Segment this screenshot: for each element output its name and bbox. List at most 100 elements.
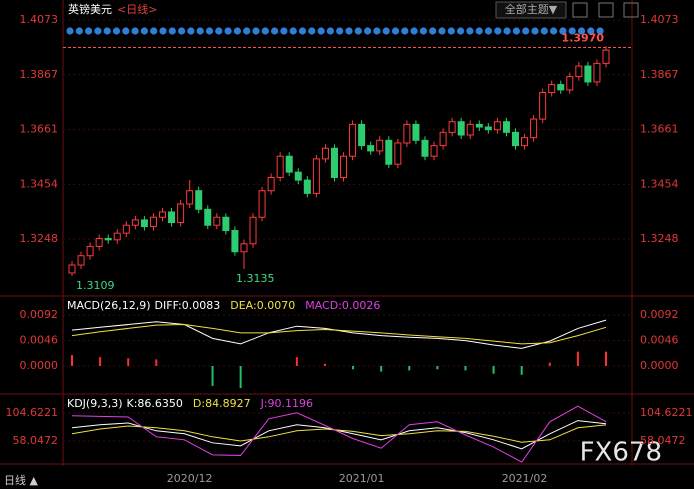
candle-body — [177, 203, 185, 224]
event-dot — [196, 27, 204, 35]
candle-body — [321, 147, 329, 160]
candle-body — [186, 190, 194, 205]
candle-body — [602, 49, 610, 64]
legend-entry: DIFF:0.0083 — [155, 299, 221, 312]
event-dot — [457, 27, 465, 35]
candle-body — [213, 216, 221, 226]
candle-body — [521, 137, 529, 147]
event-dot — [159, 27, 167, 35]
symbol: 英镑美元 — [68, 2, 112, 16]
candle-body — [86, 245, 94, 257]
candle-body — [385, 139, 393, 165]
icon-button[interactable] — [623, 2, 639, 18]
event-dot — [94, 27, 102, 35]
event-dot — [522, 27, 530, 35]
y-tick-label-right: 104.6221 — [640, 406, 693, 419]
y-tick-label: 1.3248 — [20, 232, 59, 245]
event-dot — [512, 27, 521, 35]
event-dots — [66, 27, 604, 35]
candle-body — [68, 264, 76, 274]
candle-body — [548, 84, 556, 94]
event-dot — [531, 27, 539, 35]
period-tab[interactable]: 日线 ▲ — [4, 473, 38, 487]
candle-body — [439, 131, 447, 147]
y-tick-label-right: 1.4073 — [640, 13, 679, 26]
candle-body — [204, 208, 212, 226]
event-dot — [280, 27, 288, 35]
candle-body — [403, 123, 411, 144]
legend-entry: J:90.1196 — [260, 397, 313, 410]
legend-entry: D:84.8927 — [193, 397, 251, 410]
y-tick-label: 1.3454 — [20, 177, 59, 190]
candle-body — [430, 145, 438, 157]
event-dot — [215, 27, 223, 35]
y-tick-label-right: 1.3454 — [640, 177, 679, 190]
watermark: FX678 — [580, 438, 662, 468]
candle-body — [312, 158, 320, 194]
candle-body — [195, 190, 203, 210]
candle-body — [511, 131, 519, 147]
candle-body — [566, 76, 574, 91]
candle-body — [493, 121, 501, 131]
candle-body — [77, 255, 85, 266]
event-dot — [401, 27, 409, 35]
candle-body — [412, 123, 420, 141]
candle-body — [240, 243, 248, 253]
event-dot — [484, 27, 493, 35]
candle-body — [303, 179, 311, 194]
low-annotation: 1.3109 — [76, 279, 115, 292]
legend-entry: MACD:0.0026 — [305, 299, 380, 312]
y-tick-label-right: 0.0046 — [640, 334, 679, 347]
candle-body — [593, 62, 601, 83]
theme-button[interactable] — [495, 1, 567, 19]
indicator-line — [71, 324, 607, 345]
event-dot — [252, 27, 260, 35]
event-dot — [466, 27, 474, 35]
event-dot — [550, 27, 558, 35]
candle-body — [330, 147, 338, 178]
event-dot — [66, 27, 74, 35]
y-tick-label-right: 1.3661 — [640, 122, 679, 135]
icon-button[interactable] — [572, 2, 588, 18]
candle-body — [448, 121, 456, 133]
event-dot — [187, 27, 195, 35]
period[interactable]: <日线> — [117, 2, 157, 16]
event-dot — [308, 27, 316, 35]
event-dot — [438, 27, 446, 35]
candle-body — [367, 145, 375, 152]
y-tick-label: 58.0472 — [13, 434, 59, 447]
candle-body — [285, 155, 293, 173]
theme-label[interactable]: 全部主题▼ — [505, 2, 558, 16]
event-dot — [271, 27, 279, 35]
event-dot — [447, 27, 455, 35]
candle-body — [394, 142, 402, 165]
event-dot — [345, 27, 353, 35]
candle-body — [457, 121, 465, 136]
candle-body — [539, 92, 547, 120]
event-dot — [243, 27, 251, 35]
event-dot — [131, 27, 139, 35]
y-tick-label-right: 0.0000 — [640, 359, 679, 372]
event-dot — [410, 27, 418, 35]
candle-body — [358, 123, 366, 147]
event-dot — [419, 27, 427, 35]
event-dot — [233, 27, 241, 35]
y-tick-label: 0.0092 — [20, 308, 59, 321]
candle-body — [530, 118, 538, 139]
candle-body — [276, 155, 284, 178]
event-dot — [391, 27, 400, 35]
candle-body — [168, 211, 176, 224]
event-dot — [382, 27, 390, 35]
candle-body — [376, 139, 384, 152]
candle-body — [421, 139, 429, 157]
event-dot — [168, 27, 176, 35]
event-dot — [289, 27, 297, 35]
indicator-line — [71, 420, 607, 450]
candle-body — [159, 211, 167, 218]
candle-body — [575, 65, 583, 78]
event-dot — [150, 27, 158, 35]
event-dot — [261, 27, 269, 35]
icon-button[interactable] — [598, 2, 614, 18]
candle-body — [231, 230, 239, 253]
